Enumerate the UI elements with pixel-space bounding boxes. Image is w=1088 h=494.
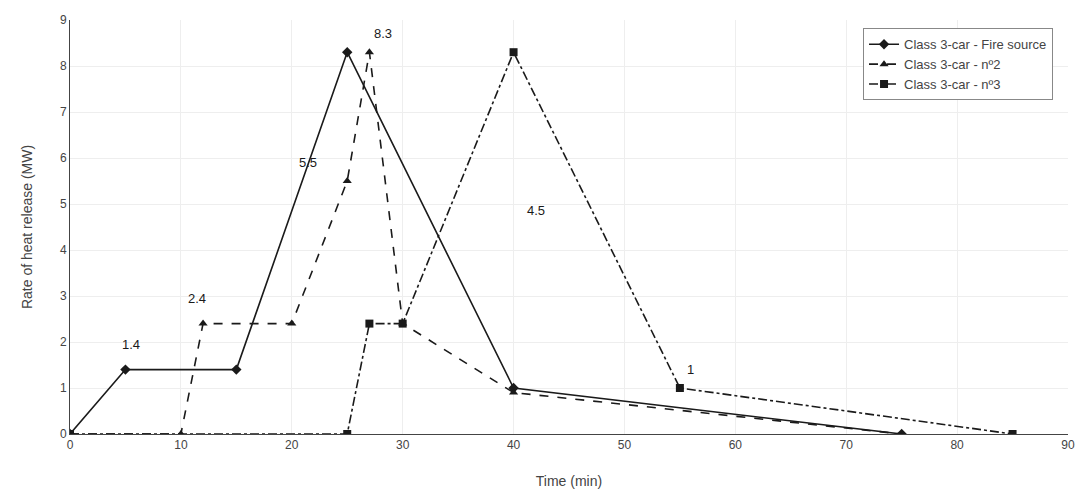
svg-text:60: 60 xyxy=(729,438,743,452)
svg-text:9: 9 xyxy=(60,13,67,27)
svg-text:40: 40 xyxy=(507,438,521,452)
svg-text:80: 80 xyxy=(950,438,964,452)
svg-text:50: 50 xyxy=(618,438,632,452)
svg-text:20: 20 xyxy=(285,438,299,452)
svg-text:30: 30 xyxy=(396,438,410,452)
svg-text:7: 7 xyxy=(60,105,67,119)
svg-text:Class 3-car - Fire source: Class 3-car - Fire source xyxy=(904,37,1046,52)
svg-text:8.3: 8.3 xyxy=(374,26,392,41)
svg-text:2.4: 2.4 xyxy=(188,291,206,306)
svg-text:4.5: 4.5 xyxy=(527,203,545,218)
svg-text:8: 8 xyxy=(60,59,67,73)
svg-text:3: 3 xyxy=(60,289,67,303)
svg-text:Time (min): Time (min) xyxy=(536,473,602,489)
svg-text:1.4: 1.4 xyxy=(122,337,140,352)
svg-text:0: 0 xyxy=(60,427,67,441)
svg-text:10: 10 xyxy=(174,438,188,452)
svg-text:5.5: 5.5 xyxy=(299,155,317,170)
svg-text:Class 3-car - nº3: Class 3-car - nº3 xyxy=(904,77,1001,92)
svg-text:5: 5 xyxy=(60,197,67,211)
svg-text:6: 6 xyxy=(60,151,67,165)
svg-text:0: 0 xyxy=(67,438,74,452)
svg-text:90: 90 xyxy=(1061,438,1075,452)
svg-text:1: 1 xyxy=(687,362,694,377)
svg-text:1: 1 xyxy=(60,381,67,395)
svg-text:Class 3-car - nº2: Class 3-car - nº2 xyxy=(904,57,1001,72)
svg-text:70: 70 xyxy=(840,438,854,452)
svg-text:4: 4 xyxy=(60,243,67,257)
svg-text:Rate of heat release (MW): Rate of heat release (MW) xyxy=(19,145,35,309)
svg-text:2: 2 xyxy=(60,335,67,349)
